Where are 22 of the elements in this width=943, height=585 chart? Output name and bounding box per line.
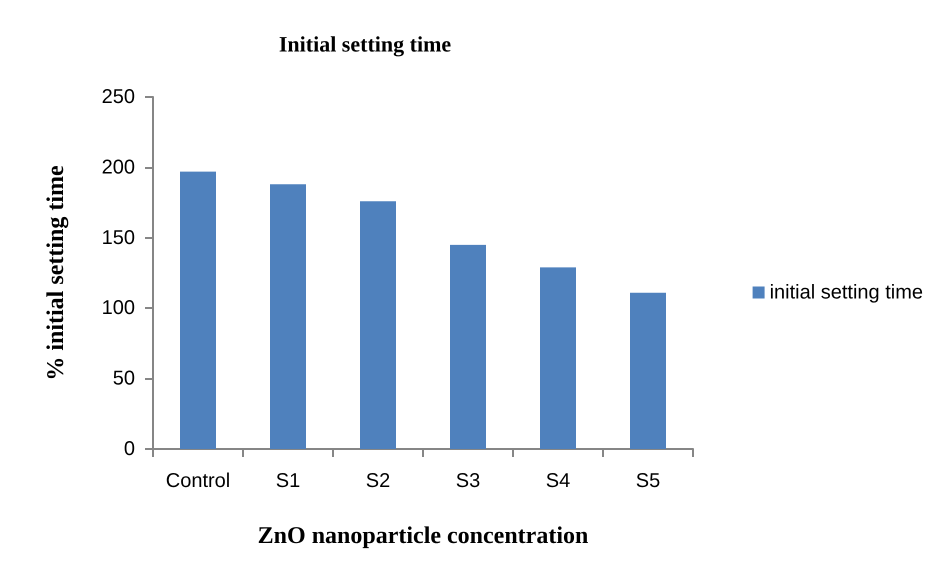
y-tick-label: 100	[102, 297, 135, 320]
bar	[270, 184, 306, 449]
y-axis-title: % initial setting time	[43, 165, 69, 381]
chart-title: Initial setting time	[278, 32, 452, 56]
bar	[180, 172, 216, 449]
y-tick-label: 50	[112, 368, 135, 390]
x-axis-title: ZnO nanoparticle concentration	[258, 523, 588, 549]
x-tick-label: S3	[456, 470, 480, 492]
y-tick-label: 200	[102, 156, 135, 178]
x-tick-label: S4	[546, 470, 570, 492]
bar	[540, 267, 576, 449]
x-tick-label: Control	[166, 470, 230, 492]
bar	[450, 244, 486, 449]
y-tick-label: 0	[124, 438, 135, 460]
y-tick-label: 150	[102, 226, 135, 249]
x-tick-label: S1	[276, 470, 300, 492]
x-tick-label: S5	[636, 470, 660, 492]
bar	[630, 292, 666, 449]
bar	[360, 201, 396, 449]
y-tick-label: 250	[102, 86, 135, 108]
x-tick-label: S2	[366, 470, 390, 492]
legend-label: initial setting time	[770, 282, 924, 304]
